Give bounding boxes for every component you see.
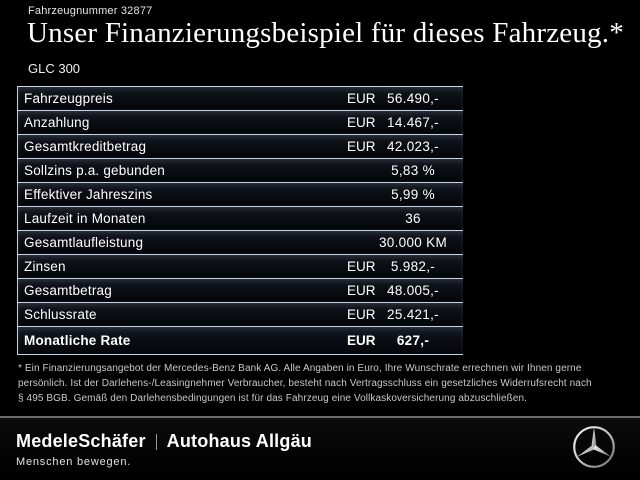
- row-label: Zinsen: [24, 259, 66, 274]
- table-row: Laufzeit in Monaten 36: [18, 206, 463, 230]
- dealer-logo: MedeleSchäfer: [16, 431, 146, 451]
- footer: MedeleSchäfer Autohaus Allgäu Menschen b…: [0, 418, 640, 480]
- table-row: Gesamtbetrag EUR 48.005,-: [18, 278, 463, 302]
- row-value: 56.490,-: [387, 91, 439, 106]
- financing-table: Fahrzeugpreis EUR 56.490,- Anzahlung EUR…: [17, 86, 463, 355]
- row-currency: EUR: [347, 139, 376, 154]
- table-row: Zinsen EUR 5.982,-: [18, 254, 463, 278]
- row-value: 36: [405, 211, 421, 226]
- row-value: 14.467,-: [387, 115, 439, 130]
- row-currency: EUR: [347, 307, 376, 322]
- page-title: Unser Finanzierungsbeispiel für dieses F…: [27, 17, 624, 49]
- row-value: 48.005,-: [387, 283, 439, 298]
- row-value: 5.982,-: [390, 259, 436, 274]
- row-value: 25.421,-: [387, 307, 439, 322]
- table-row: Effektiver Jahreszins 5,99 %: [18, 182, 463, 206]
- table-row: Fahrzeugpreis EUR 56.490,-: [18, 86, 463, 110]
- row-label: Gesamtlaufleistung: [24, 235, 144, 250]
- row-value: 627,-: [396, 333, 430, 348]
- row-value: 5,83 %: [391, 163, 435, 178]
- vehicle-number: Fahrzeugnummer 32877: [28, 5, 153, 17]
- row-value: 42.023,-: [387, 139, 439, 154]
- mercedes-star-icon: [573, 426, 615, 468]
- row-value: 30.000 KM: [379, 235, 447, 250]
- row-currency: EUR: [347, 259, 376, 274]
- table-row: Sollzins p.a. gebunden 5,83 %: [18, 158, 463, 182]
- row-label: Sollzins p.a. gebunden: [24, 163, 166, 178]
- row-currency: EUR: [347, 91, 376, 106]
- dealer-block: MedeleSchäfer Autohaus Allgäu Menschen b…: [16, 431, 312, 468]
- table-row: Anzahlung EUR 14.467,-: [18, 110, 463, 134]
- row-label: Laufzeit in Monaten: [24, 211, 146, 226]
- model-name: GLC 300: [28, 61, 81, 76]
- row-currency: EUR: [347, 283, 376, 298]
- row-label: Gesamtkreditbetrag: [24, 139, 147, 154]
- row-currency: EUR: [347, 333, 376, 348]
- row-label: Effektiver Jahreszins: [24, 187, 153, 202]
- row-currency: EUR: [347, 115, 376, 130]
- row-label: Gesamtbetrag: [24, 283, 112, 298]
- footnote-line: * Ein Finanzierungsangebot der Mercedes-…: [18, 363, 582, 374]
- table-row: Monatliche Rate EUR 627,-: [18, 326, 463, 354]
- footnote-line: § 495 BGB. Gemäß den Darlehensbedingunge…: [18, 393, 528, 404]
- dealer-logo-divider: [155, 433, 157, 450]
- footnote-line: persönlich. Ist der Darlehens-/Leasingne…: [18, 378, 592, 389]
- row-label: Schlussrate: [24, 307, 97, 322]
- row-label: Fahrzeugpreis: [24, 91, 113, 106]
- dealer-name: Autohaus Allgäu: [166, 431, 312, 451]
- table-row: Schlussrate EUR 25.421,-: [18, 302, 463, 326]
- table-row: Gesamtkreditbetrag EUR 42.023,-: [18, 134, 463, 158]
- footer-divider: [0, 416, 640, 418]
- legal-footnote: * Ein Finanzierungsangebot der Mercedes-…: [18, 361, 624, 406]
- dealer-tagline: Menschen bewegen.: [16, 456, 132, 468]
- row-label: Monatliche Rate: [24, 333, 131, 348]
- row-label: Anzahlung: [24, 115, 90, 130]
- row-value: 5,99 %: [391, 187, 435, 202]
- table-row: Gesamtlaufleistung 30.000 KM: [18, 230, 463, 254]
